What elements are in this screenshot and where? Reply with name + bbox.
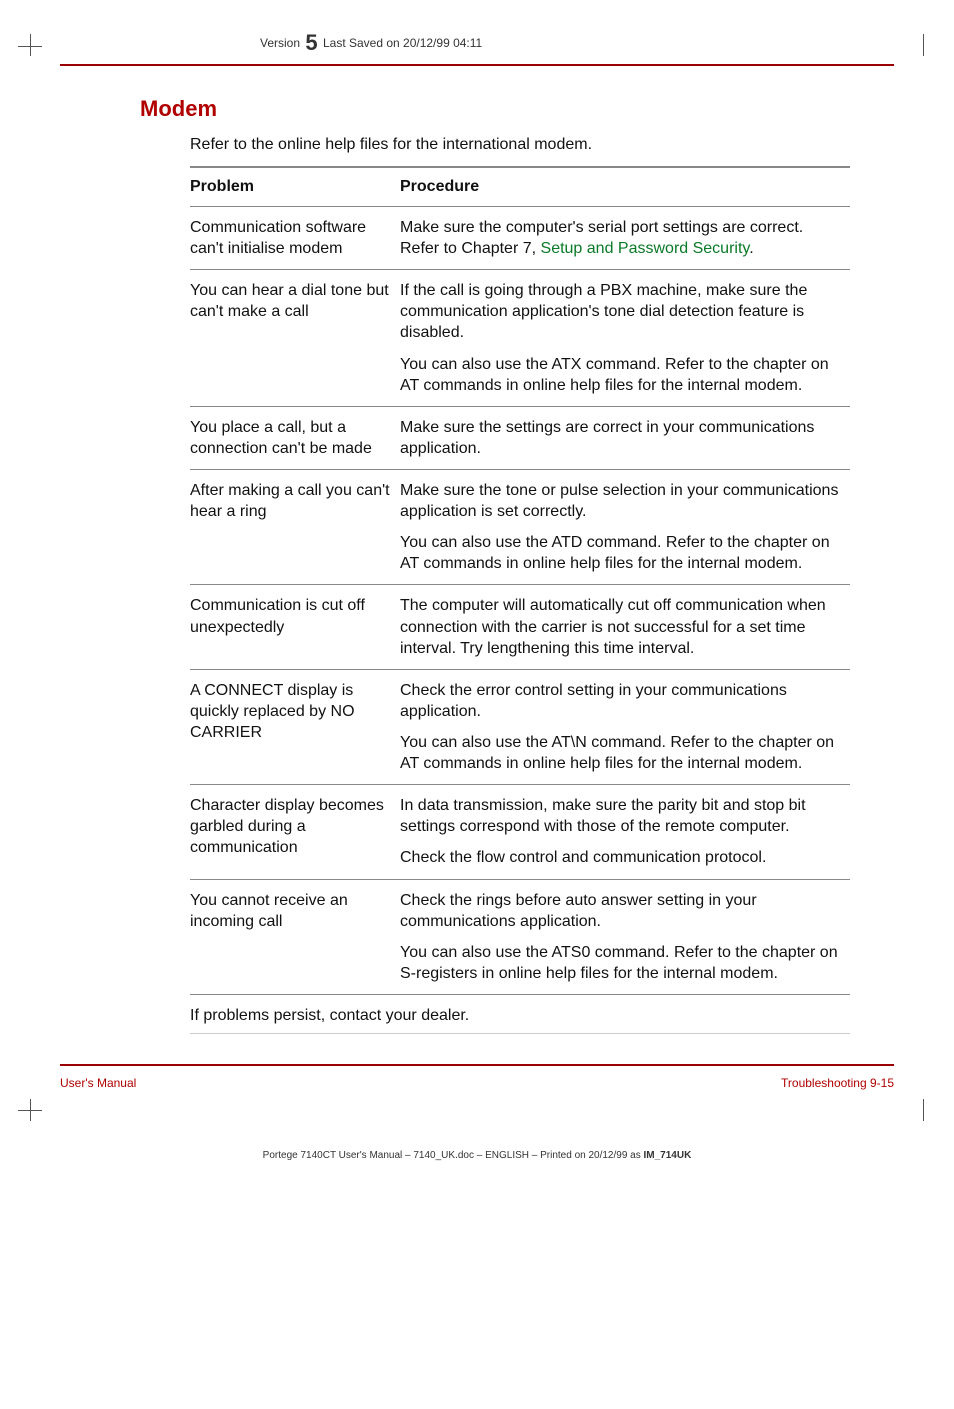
- procedure-paragraph: You can also use the ATD command. Refer …: [400, 532, 842, 574]
- procedure-paragraph: Make sure the settings are correct in yo…: [400, 417, 842, 459]
- top-rule: [60, 64, 894, 66]
- cross-reference-link[interactable]: Setup and Password Security: [541, 240, 750, 257]
- procedure-cell: Make sure the tone or pulse selection in…: [400, 469, 850, 584]
- procedure-paragraph: Check the rings before auto answer setti…: [400, 890, 842, 932]
- crop-mark: [923, 1099, 924, 1121]
- table-row: A CONNECT display is quickly replaced by…: [190, 669, 850, 784]
- procedure-paragraph: Check the error control setting in your …: [400, 680, 842, 722]
- table-row: Communication software can't initialise …: [190, 207, 850, 270]
- print-line: Portege 7140CT User's Manual – 7140_UK.d…: [60, 1150, 894, 1161]
- procedure-cell: The computer will automatically cut off …: [400, 585, 850, 669]
- procedure-paragraph: The computer will automatically cut off …: [400, 595, 842, 658]
- procedure-cell: If the call is going through a PBX machi…: [400, 270, 850, 407]
- crop-mark: [18, 1110, 42, 1111]
- procedure-paragraph: In data transmission, make sure the pari…: [400, 795, 842, 837]
- procedure-paragraph: Check the flow control and communication…: [400, 847, 842, 868]
- print-text: Portege 7140CT User's Manual – 7140_UK.d…: [263, 1150, 644, 1161]
- print-bold: IM_714UK: [644, 1150, 692, 1161]
- page-footer: User's Manual Troubleshooting 9-15: [60, 1072, 894, 1120]
- procedure-paragraph: You can also use the ATS0 command. Refer…: [400, 942, 842, 984]
- procedure-paragraph: You can also use the ATX command. Refer …: [400, 354, 842, 396]
- problem-cell: Communication is cut off unexpectedly: [190, 585, 400, 669]
- procedure-paragraph: Make sure the computer's serial port set…: [400, 217, 842, 259]
- procedure-cell: In data transmission, make sure the pari…: [400, 785, 850, 879]
- header-suffix: Last Saved on 20/12/99 04:11: [323, 36, 482, 50]
- procedure-text: .: [749, 240, 753, 257]
- problem-cell: You place a call, but a connection can't…: [190, 406, 400, 469]
- col-header-procedure: Procedure: [400, 167, 850, 207]
- problem-cell: You can hear a dial tone but can't make …: [190, 270, 400, 407]
- procedure-cell: Make sure the computer's serial port set…: [400, 207, 850, 270]
- section-title: Modem: [140, 96, 894, 122]
- header-version: 5: [303, 30, 319, 55]
- procedure-cell: Make sure the settings are correct in yo…: [400, 406, 850, 469]
- col-header-problem: Problem: [190, 167, 400, 207]
- procedure-paragraph: If the call is going through a PBX machi…: [400, 280, 842, 343]
- procedure-cell: Check the error control setting in your …: [400, 669, 850, 784]
- crop-mark: [923, 34, 924, 56]
- problem-cell: Communication software can't initialise …: [190, 207, 400, 270]
- crop-mark: [18, 46, 42, 47]
- closing-text: If problems persist, contact your dealer…: [190, 1007, 850, 1034]
- crop-mark: [30, 34, 31, 56]
- problem-cell: A CONNECT display is quickly replaced by…: [190, 669, 400, 784]
- problem-cell: Character display becomes garbled during…: [190, 785, 400, 879]
- table-row: Communication is cut off unexpectedlyThe…: [190, 585, 850, 669]
- bottom-rule: [60, 1064, 894, 1066]
- problem-cell: After making a call you can't hear a rin…: [190, 469, 400, 584]
- table-row: You cannot receive an incoming callCheck…: [190, 879, 850, 994]
- intro-text: Refer to the online help files for the i…: [190, 136, 894, 154]
- page-header: Version 5 Last Saved on 20/12/99 04:11: [60, 30, 894, 56]
- footer-left: User's Manual: [60, 1076, 136, 1090]
- troubleshooting-table: Problem Procedure Communication software…: [190, 166, 850, 995]
- table-row: Character display becomes garbled during…: [190, 785, 850, 879]
- footer-right: Troubleshooting 9-15: [781, 1076, 894, 1090]
- procedure-paragraph: You can also use the AT\N command. Refer…: [400, 732, 842, 774]
- procedure-paragraph: Make sure the tone or pulse selection in…: [400, 480, 842, 522]
- procedure-cell: Check the rings before auto answer setti…: [400, 879, 850, 994]
- table-row: You place a call, but a connection can't…: [190, 406, 850, 469]
- problem-cell: You cannot receive an incoming call: [190, 879, 400, 994]
- header-prefix: Version: [260, 36, 300, 50]
- table-row: You can hear a dial tone but can't make …: [190, 270, 850, 407]
- table-row: After making a call you can't hear a rin…: [190, 469, 850, 584]
